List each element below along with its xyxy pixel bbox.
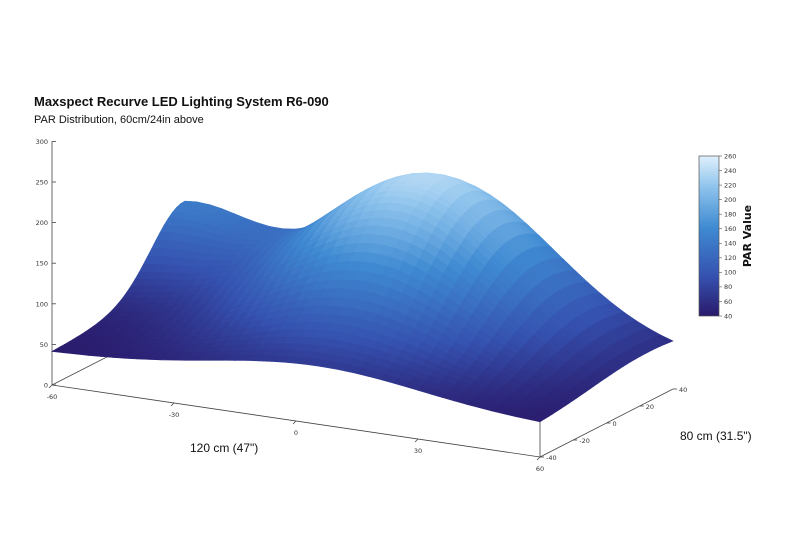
- y-axis-label: 80 cm (31.5"): [680, 429, 752, 443]
- colorbar-tick-label: 180: [724, 210, 736, 218]
- x-tick: [48, 384, 53, 389]
- x-tick-label: -60: [47, 393, 58, 401]
- y-tick-label: -20: [579, 437, 590, 445]
- colorbar-tick-label: 200: [724, 196, 736, 204]
- colorbar-tick-label: 80: [724, 283, 732, 291]
- y-tick-label: 40: [679, 386, 687, 394]
- z-tick-label: 200: [36, 219, 48, 227]
- colorbar-group: 40 60 80 100 120 140 160 180 200 220 240 260 PAR Val…: [698, 152, 754, 320]
- colorbar-tick-label: 40: [724, 312, 732, 320]
- colorbar-tick-label: 120: [724, 254, 736, 262]
- z-tick-label: 100: [36, 300, 48, 308]
- colorbar-tick-label: 220: [724, 181, 736, 189]
- colorbar-label: PAR Value: [741, 205, 754, 267]
- x-tick-label: 0: [294, 429, 298, 437]
- z-tick-label: 150: [36, 260, 48, 268]
- x-tick-label: 30: [414, 447, 422, 455]
- y-tick-label: -40: [546, 454, 557, 462]
- chart-title: Maxspect Recurve LED Lighting System R6-…: [34, 94, 329, 109]
- z-tick-label: 250: [36, 179, 48, 187]
- colorbar: [698, 155, 720, 317]
- x-tick-label: -30: [169, 411, 180, 419]
- colorbar-tick-label: 240: [724, 167, 736, 175]
- surface-group: [51, 172, 674, 423]
- colorbar-tick-label: 260: [724, 152, 736, 160]
- x-tick: [292, 420, 297, 425]
- colorbar-tick-label: 100: [724, 269, 736, 277]
- surface-patch: [527, 416, 545, 423]
- z-tick-label: 50: [40, 341, 48, 349]
- x-tick-label: 60: [536, 465, 544, 473]
- colorbar-tick-label: 160: [724, 225, 736, 233]
- y-tick-label: 0: [613, 420, 617, 428]
- z-tick-label: 300: [36, 138, 48, 146]
- z-tick-label: 0: [44, 382, 48, 390]
- x-tick: [536, 456, 541, 461]
- x-tick: [170, 402, 175, 407]
- chart-subtitle: PAR Distribution, 60cm/24in above: [34, 114, 204, 126]
- x-tick: [414, 438, 419, 443]
- x-axis-label: 120 cm (47"): [190, 441, 259, 455]
- y-tick-label: 20: [646, 403, 654, 411]
- colorbar-tick-label: 60: [724, 298, 732, 306]
- colorbar-tick-label: 140: [724, 240, 736, 248]
